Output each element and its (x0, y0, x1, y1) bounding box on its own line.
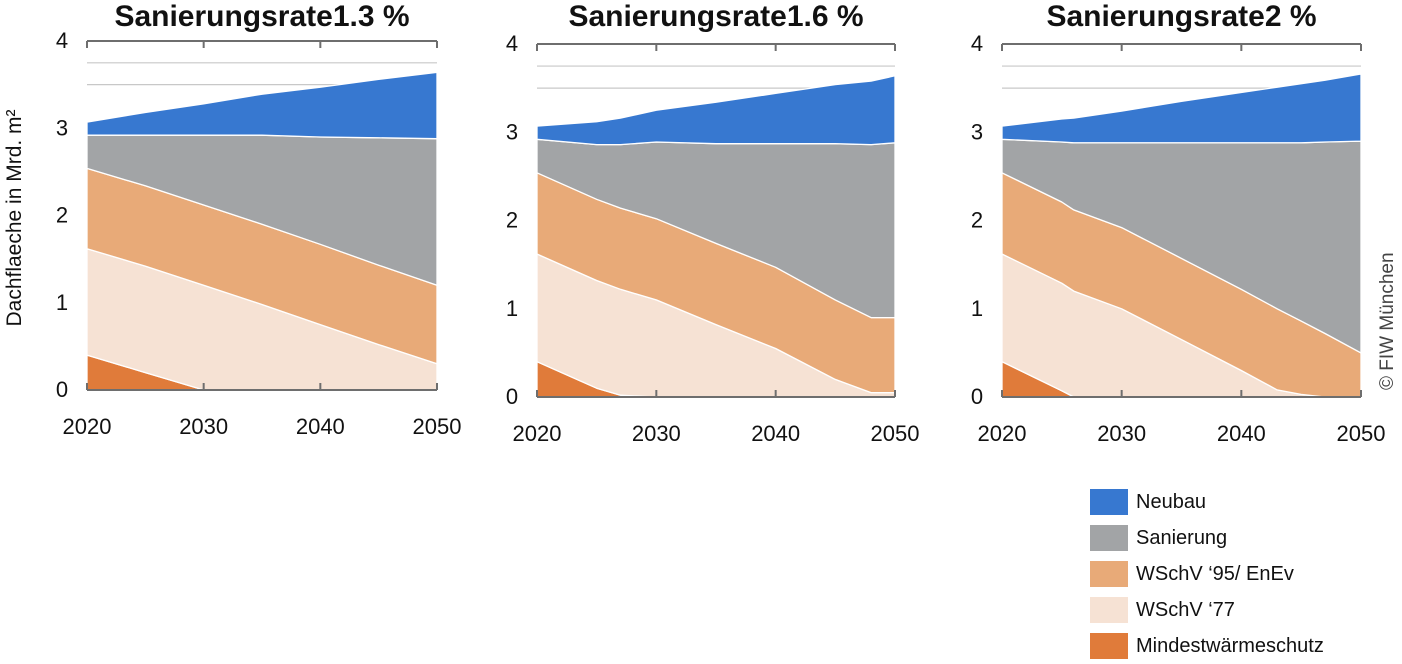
chart-1-y-tick-label-4: 4 (56, 28, 68, 53)
legend-swatch-neubau (1090, 489, 1128, 515)
chart-2-y-tick-label-1: 1 (506, 296, 518, 321)
legend-label-sanierung: Sanierung (1136, 526, 1228, 549)
legend-item-neubau: Neubau (1090, 484, 1324, 520)
legend-swatch-mindest (1090, 633, 1128, 659)
y-axis-label: Dachflaeche in Mrd. m² (3, 109, 26, 326)
chart-1-area-neubau (86, 71, 438, 140)
chart-3-y-tick-label-3: 3 (971, 119, 983, 144)
chart-1-y-tick-label-1: 1 (56, 290, 68, 315)
chart-3-y-tick-label-4: 4 (971, 31, 983, 56)
chart-3-y-tick-label-1: 1 (971, 296, 983, 321)
chart-2-y-tick-label-2: 2 (506, 208, 518, 233)
chart-1-x-tick-label-2020: 2020 (63, 414, 112, 439)
chart-3-title: Sanierungsrate2 % (1046, 0, 1316, 33)
chart-1-y-tick-label-2: 2 (56, 203, 68, 228)
chart-2-y-tick-label-3: 3 (506, 119, 518, 144)
chart-3-y-tick-label-2: 2 (971, 208, 983, 233)
copyright-watermark: © FIW München (1377, 252, 1398, 390)
chart-3-x-tick-label-2030: 2030 (1097, 421, 1146, 446)
chart-1-x-tick-label-2040: 2040 (296, 414, 345, 439)
chart-2-x-tick-label-2050: 2050 (871, 421, 920, 446)
legend-label-wschv77: WSchV ‘77 (1136, 598, 1235, 621)
chart-2-x-tick-label-2030: 2030 (632, 421, 681, 446)
legend-label-wschv95: WSchV ‘95/ EnEv (1136, 562, 1294, 585)
legend: Neubau Sanierung WSchV ‘95/ EnEv WSchV ‘… (1090, 484, 1324, 664)
chart-3-y-tick-label-0: 0 (971, 384, 983, 409)
legend-item-sanierung: Sanierung (1090, 520, 1324, 556)
chart-1-y-tick-label-3: 3 (56, 115, 68, 140)
chart-1-title: Sanierungsrate1.3 % (114, 0, 409, 33)
chart-3-x-tick-label-2020: 2020 (978, 421, 1027, 446)
legend-item-mindest: Mindestwärmeschutz (1090, 628, 1324, 664)
legend-label-mindest: Mindestwärmeschutz (1136, 634, 1324, 657)
legend-swatch-wschv95 (1090, 561, 1128, 587)
chart-1-y-tick-label-0: 0 (56, 377, 68, 402)
chart-1-x-tick-label-2030: 2030 (179, 414, 228, 439)
chart-2-x-tick-label-2020: 2020 (513, 421, 562, 446)
chart-2-x-tick-label-2040: 2040 (751, 421, 800, 446)
legend-swatch-wschv77 (1090, 597, 1128, 623)
legend-swatch-sanierung (1090, 525, 1128, 551)
legend-item-wschv77: WSchV ‘77 (1090, 592, 1324, 628)
chart-2-y-tick-label-4: 4 (506, 31, 518, 56)
chart-2-y-tick-label-0: 0 (506, 384, 518, 409)
legend-item-wschv95: WSchV ‘95/ EnEv (1090, 556, 1324, 592)
chart-3-area-neubau (1001, 73, 1362, 144)
chart-1-x-tick-label-2050: 2050 (413, 414, 462, 439)
chart-2-title: Sanierungsrate1.6 % (568, 0, 863, 33)
chart-2-area-neubau (536, 75, 896, 146)
chart-3-x-tick-label-2040: 2040 (1217, 421, 1266, 446)
chart-3-x-tick-label-2050: 2050 (1337, 421, 1386, 446)
legend-label-neubau: Neubau (1136, 490, 1207, 513)
